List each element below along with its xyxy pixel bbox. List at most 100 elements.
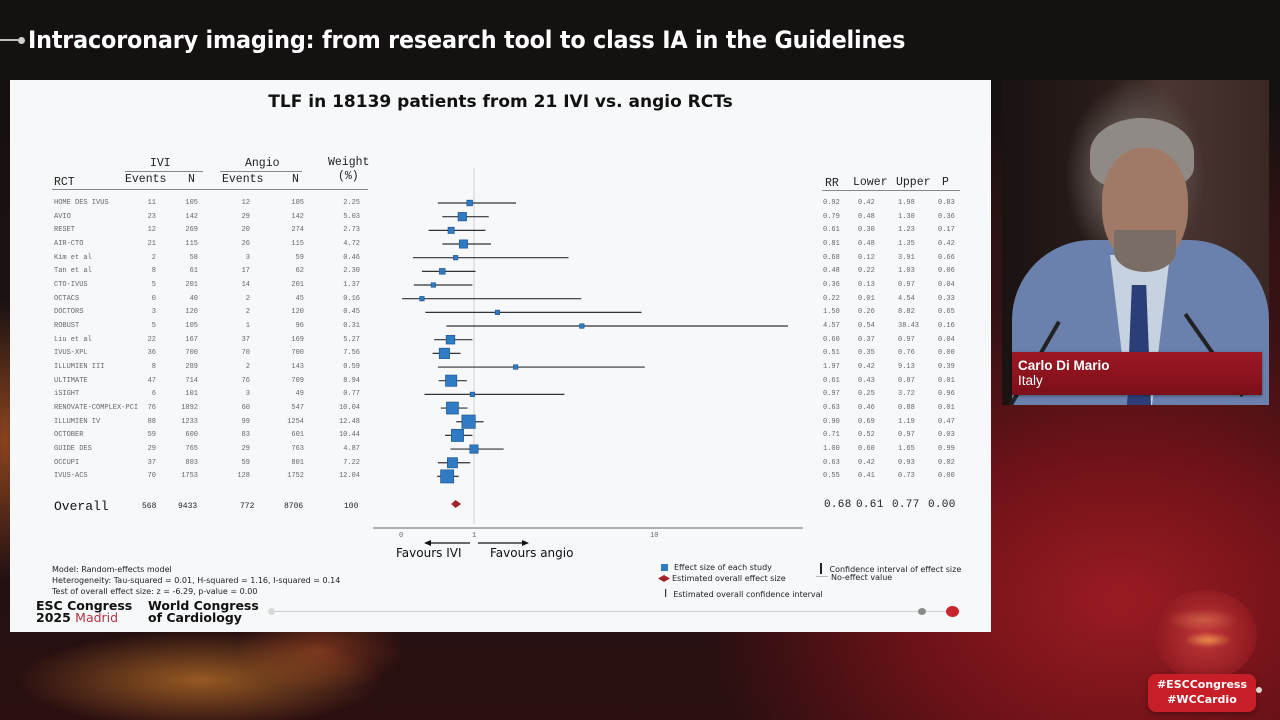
header-ivi-events: Events [125,173,167,186]
cell-weight: 2.25 [343,199,360,207]
cell-upper: 0.93 [898,458,915,467]
cell-rct: Kim et al [54,253,92,262]
cell-ivi-n: 803 [185,458,198,467]
cell-ivi-n: 1233 [181,417,198,426]
cell-rr: 1.50 [823,308,840,317]
cell-p: 0.33 [938,294,955,303]
legend-effect-size: Effect size of each study [661,563,772,572]
legend-ci: Confidence interval of effect size [820,563,961,574]
cell-ivi-n: 600 [185,431,198,440]
cell-rr: 0.22 [823,294,840,303]
cell-angio-events: 70 [241,349,250,358]
effect-square [469,391,475,397]
cell-lower: 0.30 [858,226,875,235]
cell-rct: OCTOBER [54,431,84,440]
cell-p: 0.47 [938,417,955,426]
cell-rct: iSIGHT [54,390,80,399]
cell-upper: 38.43 [898,322,920,331]
slide-title: TLF in 18139 patients from 21 IVI vs. an… [268,92,733,112]
cell-upper: 1.03 [898,267,915,276]
cell-lower: 0.35 [858,349,875,358]
cell-weight: 2.73 [343,226,360,235]
speaker-name-plate: Carlo Di Mario Italy [1012,352,1262,395]
cell-upper: 1.98 [898,199,915,207]
slide-progress-track[interactable] [270,611,960,612]
cell-angio-events: 60 [241,404,250,413]
cell-upper: 0.76 [898,349,915,358]
cell-rr: 0.36 [823,281,840,290]
legend-overall-ci: I Estimated overall confidence interval [664,587,823,600]
cell-angio-n: 169 [291,335,304,344]
cell-rct: IVUS-ACS [54,472,88,481]
cell-ivi-events: 70 [147,472,156,481]
cell-rct: CTO-IVUS [54,281,88,290]
cell-rct: RESET [54,226,76,235]
cell-p: 0.66 [938,253,955,262]
cell-ivi-n: 142 [185,212,198,221]
cell-angio-n: 96 [295,322,304,331]
cell-weight: 4.87 [343,445,360,454]
effect-square [451,428,464,442]
cell-angio-n: 547 [291,404,304,413]
cell-angio-n: 274 [291,226,304,235]
cell-ivi-n: 201 [185,281,198,290]
cell-ivi-events: 29 [147,445,156,454]
progress-start-dot[interactable] [268,608,275,615]
cell-weight: 0.45 [343,308,360,317]
effect-square [445,335,456,345]
cell-rct: Tan et al [54,267,92,276]
cell-rct: OCTACS [54,294,80,303]
cell-p: 0.01 [938,404,955,413]
cell-weight: 4.72 [343,240,360,248]
cell-rct: GUIDE DES [54,445,92,454]
cell-angio-n: 115 [291,240,304,248]
cell-ivi-events: 0 [151,294,156,303]
cell-rct: ILLUMIEN III [54,363,105,372]
cell-angio-n: 1752 [287,472,304,481]
header-lower: Lower [853,176,888,189]
cell-angio-n: 601 [291,431,304,440]
cell-ivi-n: 105 [185,199,198,207]
esc-globe-logo [1153,590,1257,680]
square-icon [661,564,668,571]
cell-weight: 0.59 [343,363,360,372]
cell-ivi-n: 765 [185,445,198,454]
header-angio-events: Events [222,173,264,186]
cell-rct: Liu et al [54,335,92,344]
cell-p: 0.83 [938,199,955,207]
effect-square [469,444,479,454]
cell-ivi-n: 269 [185,226,198,235]
cell-angio-events: 59 [241,458,250,467]
cell-upper: 1.30 [898,212,915,221]
effect-square [457,212,467,222]
cell-ivi-events: 5 [151,322,156,331]
progress-prev-dot[interactable] [918,608,926,615]
cell-ivi-n: 101 [185,390,198,399]
effect-square [439,268,446,275]
cell-angio-events: 12 [241,199,250,207]
right-header-rule [822,190,960,191]
effect-square [445,374,458,387]
cell-weight: 2.30 [343,267,360,276]
cell-upper: 1.23 [898,226,915,235]
progress-current-dot[interactable] [946,606,959,617]
cell-p: 0.00 [938,349,955,358]
presentation-slide: TLF in 18139 patients from 21 IVI vs. an… [10,80,991,632]
cell-ivi-n: 120 [185,308,198,317]
effect-square [447,457,458,469]
cell-rr: 0.61 [823,376,840,385]
world-congress-logo: World Congress of Cardiology [148,598,259,625]
header-weight-unit: (%) [338,170,359,183]
title-line-icon [0,39,18,41]
cell-weight: 0.16 [343,294,360,303]
cell-angio-n: 143 [291,363,304,372]
tick-1: 1 [472,532,477,540]
cell-weight: 12.04 [338,472,360,481]
no-effect-line-icon [816,576,828,577]
cell-upper: 0.73 [898,472,915,481]
cell-upper: 1.35 [898,240,915,248]
cell-p: 0.99 [938,445,955,454]
cell-ivi-n: 700 [185,349,198,358]
cell-weight: 0.46 [343,253,360,262]
cell-upper: 0.88 [898,404,915,413]
